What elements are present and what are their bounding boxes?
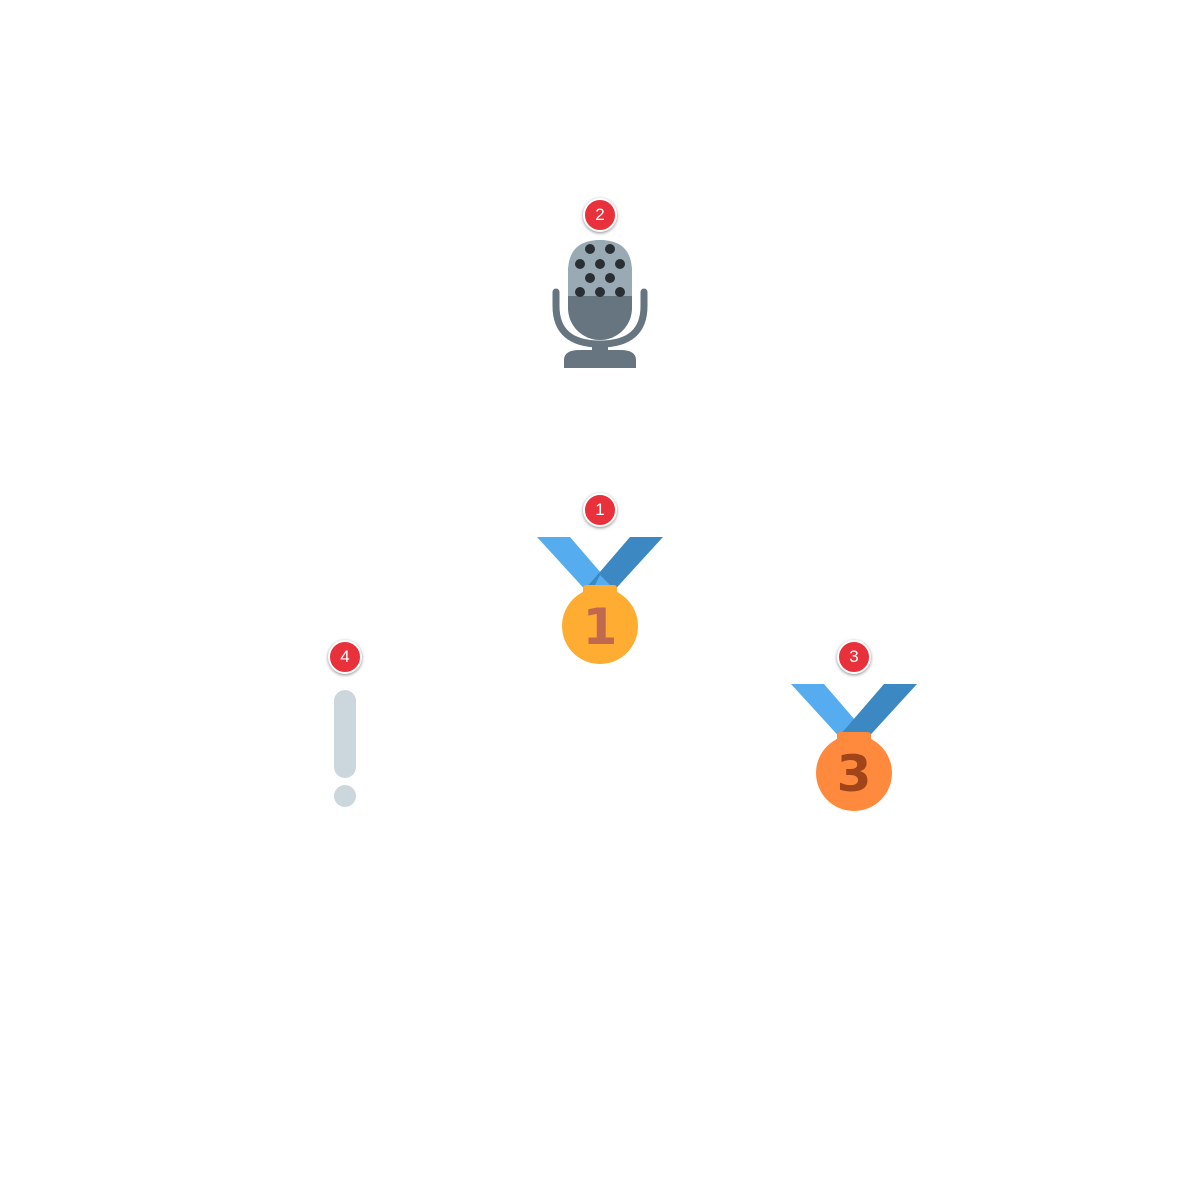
number-badge: 4: [328, 640, 362, 674]
number-badge: 2: [583, 198, 617, 232]
marker-exclamation[interactable]: 4: [325, 640, 365, 815]
marker-third-place-medal[interactable]: 3 3: [789, 640, 919, 815]
marker-first-place-medal[interactable]: 1 1: [535, 493, 665, 668]
medal-number: 3: [837, 745, 872, 803]
exclamation-icon: [333, 690, 357, 810]
marker-microphone[interactable]: 2: [550, 198, 650, 373]
third-place-medal-icon: 3: [789, 682, 919, 812]
microphone-icon: [550, 240, 650, 370]
medal-number: 1: [583, 598, 618, 656]
number-badge: 3: [837, 640, 871, 674]
number-badge: 1: [583, 493, 617, 527]
first-place-medal-icon: 1: [535, 535, 665, 665]
